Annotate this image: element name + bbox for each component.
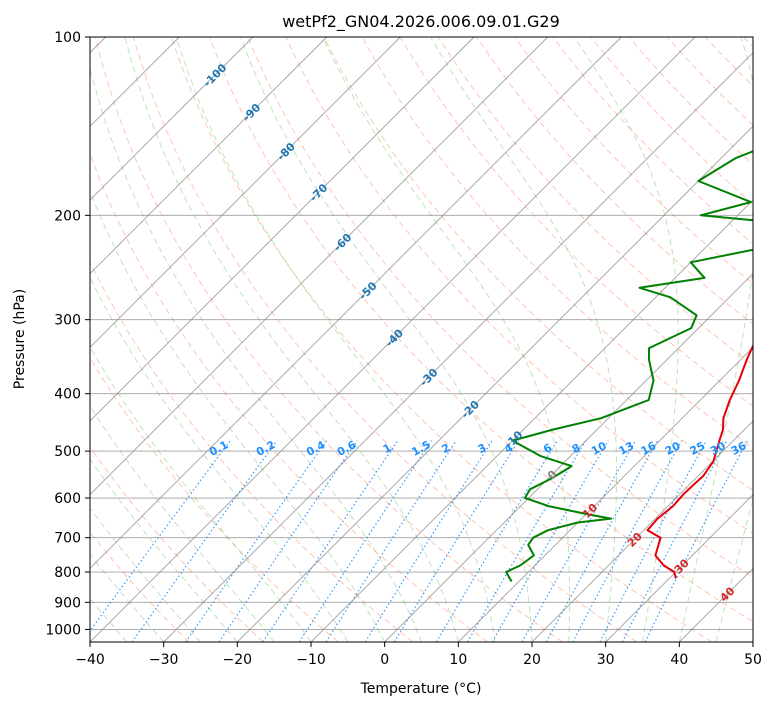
moist-adiabat-line	[90, 189, 386, 642]
moist-adiabat-line	[90, 405, 275, 642]
isotherm-line	[458, 346, 753, 642]
x-axis: −40 −30 −20 −10 0 10 20 30 40 50	[75, 642, 762, 668]
moist-adiabat-line	[430, 37, 617, 642]
y-tick-label: 100	[54, 30, 81, 46]
pressure-gridlines	[90, 37, 753, 630]
isotherm-line	[90, 37, 401, 348]
x-tick-label: −30	[149, 652, 179, 668]
moist-adiabat-line	[175, 37, 496, 642]
x-tick-label: 20	[523, 652, 541, 668]
y-tick-label: 500	[54, 444, 81, 460]
mixing-ratio-line	[298, 440, 432, 642]
mixing-ratio-line	[572, 440, 683, 642]
dry-adiabat-line	[209, 37, 753, 623]
dry-adiabat-line	[247, 37, 753, 578]
mixing-ratio-line	[644, 440, 748, 642]
plot-area	[90, 37, 753, 642]
dry-adiabat-line	[132, 37, 638, 642]
isotherm-line	[163, 52, 753, 642]
dry-adiabat-line	[171, 37, 712, 642]
mixing-ratio-line	[218, 440, 358, 642]
x-tick-label: 40	[670, 652, 688, 668]
y-tick-label: 200	[54, 208, 81, 224]
isotherm-line	[90, 37, 327, 275]
isotherm-line	[310, 199, 753, 642]
dry-adiabat-line	[323, 37, 753, 491]
y-tick-label: 400	[54, 387, 81, 403]
dry-adiabat-line	[94, 37, 563, 642]
isotherm-line	[237, 125, 753, 642]
mixing-ratio-label: 30	[708, 439, 728, 458]
moist-adiabat-line	[678, 37, 753, 642]
mixing-ratio-line	[521, 440, 637, 642]
mixing-ratio-label: 13	[617, 439, 637, 458]
isotherm-line	[90, 37, 254, 201]
x-tick-label: 50	[744, 652, 762, 668]
mixing-ratio-line	[90, 440, 231, 632]
moist-adiabat-line	[90, 276, 349, 642]
isotherm-line	[605, 494, 753, 642]
moist-adiabat-line	[322, 37, 571, 642]
mixing-ratio-line	[364, 440, 493, 642]
moist-adiabat-line	[124, 37, 459, 642]
x-tick-label: −20	[223, 652, 253, 668]
mixing-ratio-label: 10	[589, 439, 609, 458]
temperature-profile-line	[646, 343, 753, 579]
moist-adiabat-line	[90, 553, 165, 642]
mixing-ratio-line	[262, 440, 399, 642]
dry-adiabat-line	[90, 446, 264, 642]
x-tick-label: 0	[380, 652, 389, 668]
dry-adiabat-line	[514, 37, 753, 285]
mixing-ratio-line	[466, 440, 587, 642]
mixing-ratio-line	[185, 440, 328, 642]
x-tick-label: −10	[296, 652, 326, 668]
dry-adiabat-line	[476, 37, 753, 325]
chart-title: wetPf2_GN04.2026.006.09.01.G29	[282, 12, 560, 32]
mixing-ratio-line	[325, 440, 457, 642]
dry-adiabats	[90, 37, 753, 642]
moist-adiabat-line	[239, 37, 533, 642]
mixing-ratio-line	[545, 440, 659, 642]
mixing-ratio-label: 20	[663, 439, 683, 458]
moist-adiabat-line	[715, 498, 753, 642]
x-axis-label: Temperature (°C)	[360, 681, 482, 697]
mixing-ratio-label: 25	[688, 439, 708, 458]
isotherm-line	[90, 37, 622, 569]
isotherm-line	[90, 37, 475, 422]
moist-adiabat-line	[90, 458, 238, 642]
x-tick-label: −40	[75, 652, 105, 668]
y-tick-label: 1000	[45, 622, 81, 638]
y-tick-label: 800	[54, 565, 81, 581]
sounding-series	[505, 150, 753, 582]
isotherm-line	[384, 273, 753, 642]
mixing-ratio-label: 36	[729, 439, 749, 458]
isotherm-line	[531, 420, 753, 642]
isotherm-lines	[90, 37, 753, 642]
moist-adiabat-line	[90, 597, 128, 642]
y-axis: 100 200 300 400 500 600 700 800 900 1000	[45, 30, 90, 638]
mixing-ratio-line	[131, 440, 278, 642]
dry-adiabat-line	[285, 37, 753, 535]
y-axis-label: Pressure (hPa)	[12, 289, 28, 389]
y-tick-label: 700	[54, 531, 81, 547]
y-tick-label: 300	[54, 313, 81, 329]
moist-adiabat-line	[90, 65, 422, 642]
dry-adiabat-line	[90, 356, 339, 642]
moist-adiabat-line	[90, 507, 201, 642]
moist-adiabat-line	[574, 37, 679, 642]
x-tick-label: 30	[597, 652, 615, 668]
y-tick-label: 900	[54, 595, 81, 611]
y-tick-label: 600	[54, 491, 81, 507]
mixing-ratio-line	[435, 440, 558, 642]
dewpoint-profile-line	[505, 150, 753, 582]
dry-adiabat-line	[90, 260, 414, 642]
isotherm-line	[90, 37, 548, 496]
x-tick-label: 10	[449, 652, 467, 668]
mixing-ratio-label: 16	[639, 439, 659, 458]
plot-frame	[89, 36, 754, 643]
isotherm-line	[90, 37, 696, 642]
